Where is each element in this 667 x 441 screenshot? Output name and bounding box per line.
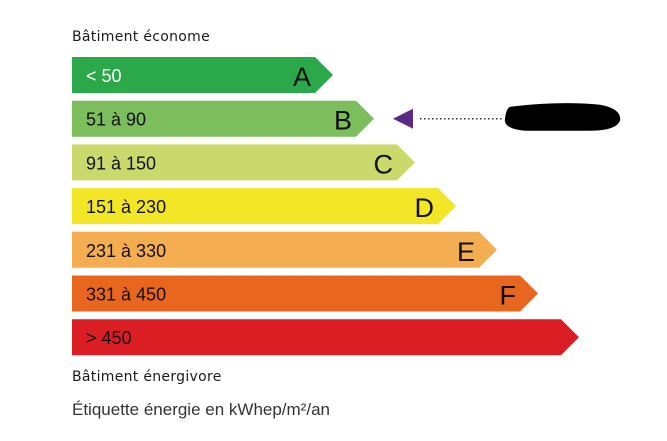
- indicator-arrow-icon: [393, 108, 413, 129]
- redacted-value: [504, 103, 621, 131]
- class-range: 91 à 150: [86, 153, 156, 173]
- class-bar: [72, 100, 374, 137]
- bottom-label: Bâtiment énergivore: [72, 369, 222, 385]
- energy-class-c: 91 à 150 C: [72, 144, 415, 181]
- class-bar: [72, 144, 415, 181]
- class-letter: E: [457, 237, 475, 267]
- energy-class-e: 231 à 330 E: [72, 231, 497, 268]
- class-range: 151 à 230: [86, 197, 166, 217]
- class-letter: C: [374, 149, 394, 179]
- class-bar: [72, 188, 456, 225]
- class-range: 51 à 90: [86, 110, 146, 130]
- class-bar: [72, 57, 333, 93]
- class-range: 231 à 330: [86, 241, 166, 261]
- caption: Étiquette énergie en kWhep/m²/an: [72, 400, 330, 419]
- class-bar: [72, 275, 538, 312]
- top-label: Bâtiment économe: [72, 29, 210, 45]
- class-letter: D: [415, 193, 435, 223]
- energy-class-d: 151 à 230 D: [72, 188, 456, 225]
- class-letter: A: [293, 62, 311, 92]
- class-range: 331 à 450: [86, 285, 166, 305]
- class-letter: F: [500, 281, 517, 311]
- current-rating-indicator: [393, 103, 621, 131]
- class-range: > 450: [86, 328, 132, 348]
- energy-class-b: 51 à 90 B: [72, 100, 374, 137]
- energy-class-g: > 450: [72, 319, 579, 356]
- class-bar: [72, 231, 497, 268]
- class-range: < 50: [86, 66, 122, 86]
- energy-class-a: < 50 A: [72, 57, 333, 93]
- energy-class-f: 331 à 450 F: [72, 275, 538, 312]
- class-letter: B: [334, 106, 352, 136]
- class-bar: [72, 319, 579, 356]
